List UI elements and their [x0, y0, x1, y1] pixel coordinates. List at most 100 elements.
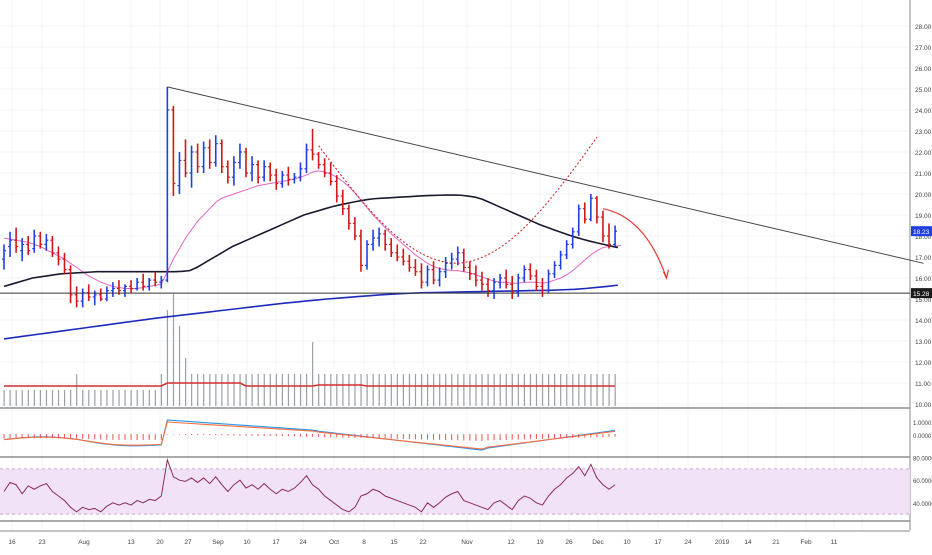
volume-bar: [178, 326, 181, 406]
ohlc-bar: [165, 86, 170, 283]
macd-hist-bar: [445, 434, 447, 441]
macd-hist-bar: [384, 434, 386, 439]
ohlc-bar: [26, 236, 31, 255]
ohlc-bar: [129, 280, 134, 293]
dotted-arc: [318, 137, 598, 264]
last-price-badge: [911, 226, 932, 237]
time-tick-label: 8: [362, 539, 366, 546]
ohlc-bar: [135, 278, 140, 291]
ohlc-bar: [38, 231, 43, 249]
ohlc-bar: [486, 278, 490, 297]
time-tick-label: Oct: [329, 539, 339, 546]
volume-bars: [3, 294, 616, 406]
volume-bar: [51, 390, 54, 406]
macd-hist-bar: [245, 434, 247, 436]
macd-hist-bar: [233, 434, 235, 436]
ohlc-bar: [534, 269, 539, 291]
macd-hist-bar: [330, 434, 332, 438]
ohlc-bar: [159, 275, 164, 289]
macd-hist-bar: [33, 434, 35, 439]
macd-hist-bar: [82, 434, 84, 439]
ohlc-bar: [20, 238, 25, 262]
ohlc-bar: [594, 196, 599, 224]
ohlc-bar: [425, 265, 430, 287]
ohlc-bar: [546, 269, 551, 293]
volume-ma-line: [4, 382, 616, 387]
macd-hist-bar: [118, 434, 120, 440]
volume-bar: [614, 374, 616, 406]
ohlc-bar: [298, 162, 303, 182]
macd-hist-bar: [185, 434, 186, 435]
support-price-badge: [911, 288, 932, 299]
volume-bar: [27, 390, 29, 406]
ohlc-bar: [401, 248, 406, 266]
volume-bar: [197, 374, 199, 406]
volume-bar: [378, 374, 380, 406]
rsi-band-fill: [0, 468, 910, 515]
macd-hist-bar: [505, 434, 507, 440]
volume-bar: [33, 390, 35, 406]
time-axis[interactable]: 16 23 Aug 13 20 27 Sep 10 17 24 Oct 8 15 22 Nov 12 19 26 D…: [0, 530, 910, 546]
ohlc-bar: [195, 143, 200, 173]
volume-bar: [191, 374, 193, 406]
volume-bar: [21, 390, 23, 406]
ohlc-bar: [68, 265, 73, 304]
time-tick-label: 10: [243, 539, 251, 546]
ohlc-bar: [207, 139, 212, 169]
price-tick-label: 10.00: [915, 402, 932, 409]
volume-bar: [118, 390, 120, 406]
volume-bar: [251, 374, 253, 406]
price-tick-label: 12.00: [915, 360, 932, 367]
volume-bar: [318, 374, 320, 406]
price-tick-label: 16.00: [915, 276, 932, 283]
price-tick-label: 25.00: [915, 87, 932, 94]
macd-hist-bar: [535, 434, 537, 440]
macd-hist-bar: [390, 434, 392, 439]
ohlc-bar: [383, 229, 388, 251]
macd-hist-bar: [420, 434, 422, 440]
moving-averages: [3, 170, 622, 340]
ohlc-bar: [116, 280, 121, 295]
ohlc-bar: [395, 244, 400, 262]
macd-tick-label: 1.0000: [913, 421, 932, 427]
volume-bar: [9, 390, 11, 406]
ohlc-bar: [588, 194, 593, 222]
volume-bar: [112, 390, 114, 406]
ohlc-bar: [274, 168, 279, 190]
price-tick-label: 14.00: [915, 318, 932, 325]
time-tick-label: 24: [684, 539, 692, 546]
ohlc-bar: [334, 175, 339, 203]
macd-hist-bar: [239, 434, 241, 436]
time-tick-label: Dec: [592, 539, 604, 546]
price-tick-label: 18.00: [915, 234, 932, 241]
volume-bar: [336, 374, 338, 406]
drawings: [0, 86, 924, 294]
macd-hist-bar: [378, 434, 380, 439]
macd-hist-bar: [517, 434, 519, 440]
macd-hist-bar: [203, 434, 205, 436]
time-tick-label: 20: [156, 539, 164, 546]
price-tick-label: 26.00: [915, 66, 932, 73]
ohlc-bar: [528, 263, 533, 281]
volume-bar: [3, 390, 5, 406]
macd-hist-bar: [312, 434, 314, 437]
price-axis[interactable]: 10.00 11.00 12.00 13.00 14.00 15.00 16.00 17.00…: [911, 24, 932, 508]
volume-bar: [511, 374, 513, 406]
volume-bar: [342, 374, 344, 406]
macd-hist-bar: [299, 434, 301, 437]
macd-hist-bar: [106, 434, 108, 440]
macd-hist-bar: [572, 434, 574, 438]
macd-hist-bar: [76, 434, 78, 439]
rsi-tick-label: 40.0000: [913, 502, 932, 508]
macd-hist-bar: [39, 434, 41, 439]
volume-bar: [596, 374, 598, 406]
macd-hist-bar: [3, 434, 5, 439]
ohlc-bar: [419, 263, 424, 289]
ma-line-mid: [3, 194, 619, 288]
volume-bar: [142, 390, 144, 406]
time-tick-label: Feb: [800, 539, 812, 546]
volume-bar: [203, 374, 205, 406]
volume-bar: [172, 294, 175, 406]
ohlc-bar: [44, 233, 49, 251]
macd-hist-bar: [306, 434, 307, 437]
